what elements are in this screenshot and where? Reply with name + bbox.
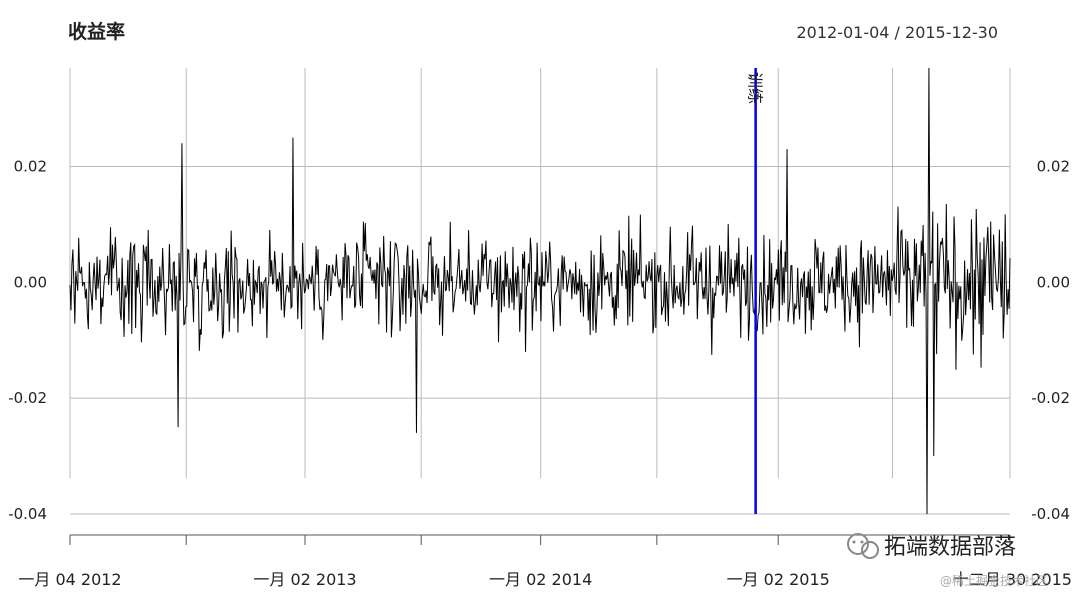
y-tick-label: -0.04 [1031,505,1070,523]
wechat-icon [847,533,879,559]
x-tick-label: 十二月 30 2015 [953,570,1072,589]
return-series [69,67,1011,515]
x-tick-label: 一月 02 2015 [727,570,830,589]
x-tick-label: 一月 04 2012 [18,570,121,589]
y-tick-label: -0.04 [8,505,47,523]
watermark-footer: @稀土掘金技术社区 [940,573,1048,588]
y-tick-label: 0.02 [14,157,47,175]
date-range-label: 2012-01-04 / 2015-12-30 [796,23,998,42]
return-line [69,67,1011,515]
y-axis-left: 0.02 0.00 -0.02 -0.04 [8,157,47,523]
watermark-brand: 拓端数据部落 [884,535,1016,560]
chart-title: 收益率 [68,20,125,43]
y-tick-label: 0.02 [1037,157,1070,175]
x-tick-label: 一月 02 2013 [253,570,356,589]
y-tick-label: -0.02 [8,389,47,407]
y-axis-right: 0.02 0.00 -0.02 -0.04 [1031,157,1070,523]
training-split-label: 训练 [746,72,765,104]
annotation: 训练 [746,68,765,514]
y-tick-label: -0.02 [1031,389,1070,407]
y-tick-label: 0.00 [14,273,47,291]
y-tick-label: 0.00 [1037,273,1070,291]
x-tick-label: 一月 02 2014 [489,570,592,589]
watermark: 拓端数据部落 @稀土掘金技术社区 [847,533,1048,588]
